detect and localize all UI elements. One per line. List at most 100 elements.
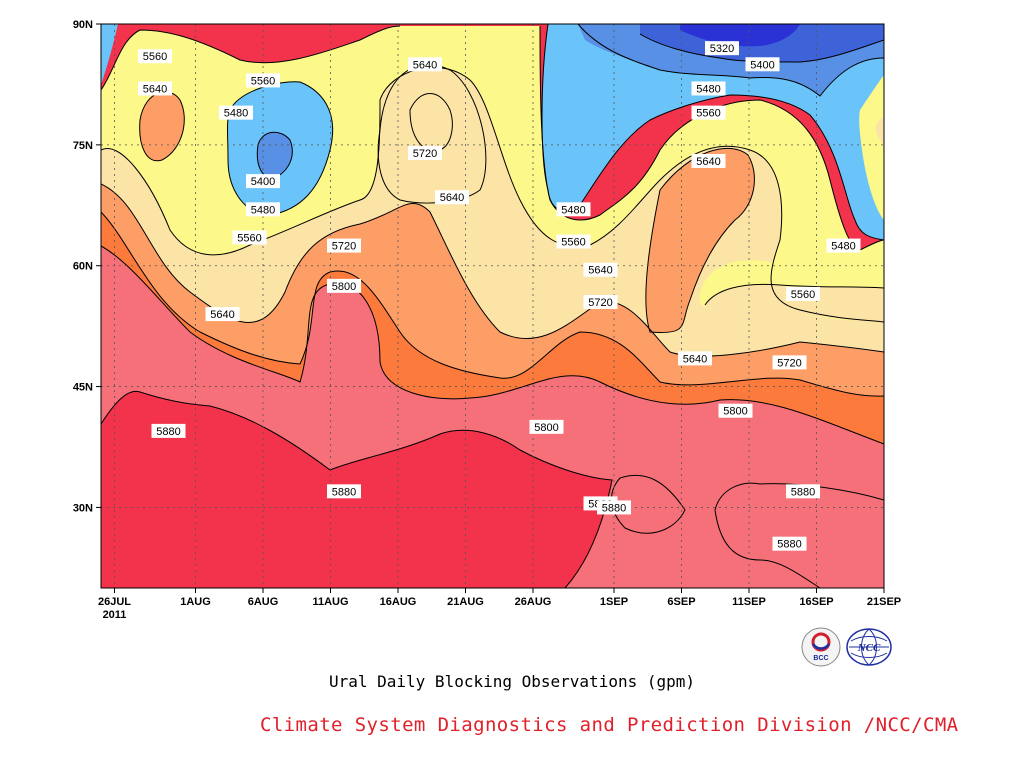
contour-label: 5400 — [246, 174, 280, 189]
contour-label-bg — [745, 57, 780, 72]
contour-label-text: 5880 — [777, 539, 801, 551]
fill-5560-east-edge — [859, 75, 884, 220]
contour-label: 5720 — [327, 238, 361, 253]
contour-label-bg — [408, 57, 442, 72]
contour-label-bg — [246, 174, 280, 189]
x-tick-label: 1AUG — [180, 596, 211, 608]
contour-label-text: 5640 — [210, 309, 234, 321]
contour-line-5400 — [227, 24, 884, 241]
contour-label: 5720 — [772, 355, 807, 370]
contour-label-text: 5640 — [696, 156, 720, 168]
contour-label-bg — [435, 190, 469, 205]
contour-labels: 5560 5640 5480 5560 5400 5480 5560 5640 5720 5640… — [138, 41, 861, 551]
contour-label: 5640 — [205, 307, 240, 322]
contour-label-bg — [786, 286, 820, 301]
y-tick-label: 30N — [73, 502, 93, 514]
contour-label-bg — [772, 355, 807, 370]
contour-label: 5720 — [583, 294, 618, 309]
fill-5640-islands-redraw — [139, 91, 185, 161]
contour-label-bg — [691, 105, 726, 120]
contour-label-text: 5640 — [683, 353, 707, 365]
contour-label-bg — [718, 403, 753, 418]
contour-label-bg — [678, 351, 712, 366]
contour-label-text: 5480 — [561, 204, 585, 216]
x-tick-label: 6SEP — [667, 596, 695, 608]
contour-label-text: 5560 — [791, 289, 815, 301]
contour-label-text: 5720 — [332, 241, 356, 253]
contour-fills — [101, 24, 884, 588]
fill-5720-band — [101, 210, 884, 444]
x-tick-label: 16SEP — [799, 596, 833, 608]
contour-label-text: 5640 — [143, 83, 167, 95]
y-tick-label: 60N — [73, 261, 93, 273]
x-tick-label: 11AUG — [312, 596, 348, 608]
contour-label-bg — [556, 202, 591, 217]
contour-line-5800 — [101, 245, 884, 445]
fill-min-core — [680, 24, 800, 47]
contour-label-bg — [327, 484, 361, 499]
x-tick-label: 21AUG — [447, 596, 484, 608]
contour-label: 5560 — [691, 105, 726, 120]
x-year-label: 2011 — [103, 609, 127, 621]
contour-label: 5560 — [556, 234, 591, 249]
contour-line-islands — [139, 33, 884, 334]
contour-label-bg — [583, 262, 618, 277]
contour-label-bg — [246, 202, 280, 217]
contour-label-bg — [138, 49, 172, 64]
x-tick-label: 21SEP — [867, 596, 901, 608]
contour-label: 5560 — [786, 286, 820, 301]
contour-label: 5640 — [435, 190, 469, 205]
contour-label-text: 5480 — [251, 204, 275, 216]
contour-label-text: 5560 — [561, 237, 585, 249]
contour-label-text: 5560 — [251, 75, 275, 87]
contour-label-bg — [583, 294, 618, 309]
contour-label-bg — [691, 81, 726, 96]
contour-label-bg — [826, 238, 861, 253]
contour-label: 5880 — [772, 536, 807, 551]
contour-label-text: 5640 — [588, 265, 612, 277]
x-tick-label: 1SEP — [600, 596, 628, 608]
contour-label: 5560 — [138, 49, 172, 64]
contour-label-text: 5880 — [602, 502, 626, 514]
contour-line-5560 — [101, 66, 884, 323]
contour-label-bg — [772, 536, 807, 551]
contour-label-text: 5560 — [696, 108, 720, 120]
fill-5640-east-edge — [875, 116, 884, 145]
contour-label: 5480 — [556, 202, 591, 217]
y-axis: 30N 45N 60N 75N 90N — [73, 19, 101, 514]
contour-label: 5480 — [246, 202, 280, 217]
contour-label-bg — [327, 278, 361, 293]
y-tick-label: 45N — [73, 382, 93, 394]
contour-line-5880-main — [101, 390, 613, 588]
contour-label: 5400 — [745, 57, 780, 72]
contour-label-bg — [219, 105, 253, 120]
contour-label-bg — [529, 419, 564, 434]
contour-label: 5880 — [597, 500, 631, 515]
x-tick-label: 16AUG — [380, 596, 417, 608]
contour-label-text: 5320 — [710, 43, 734, 55]
contour-label: 5640 — [678, 351, 712, 366]
contour-label: 5800 — [529, 419, 564, 434]
contour-label-text: 5880 — [791, 486, 815, 498]
contour-label-bg — [786, 484, 820, 499]
contour-line-5320 — [256, 24, 884, 179]
fill-5560-tongue-sep — [705, 284, 884, 322]
plot-frame — [100, 23, 885, 589]
contour-label: 5880 — [151, 423, 186, 438]
contour-label-text: 5800 — [534, 422, 558, 434]
x-tick-label: 26JUL — [98, 596, 131, 608]
contour-label-text: 5800 — [723, 406, 747, 418]
contour-label-bg — [597, 500, 631, 515]
contour-label-text: 5560 — [237, 233, 261, 245]
contour-label: 5640 — [583, 262, 618, 277]
contour-label-text: 5400 — [251, 176, 275, 188]
contour-label: 5480 — [219, 105, 253, 120]
contour-label: 5640 — [408, 57, 442, 72]
contour-label: 5480 — [691, 81, 726, 96]
fill-5320-core-aug — [257, 132, 293, 179]
contour-label-text: 5400 — [750, 59, 774, 71]
contour-label: 5880 — [786, 484, 820, 499]
contour-label: 5560 — [246, 73, 280, 88]
contour-label-text: 5480 — [224, 108, 248, 120]
